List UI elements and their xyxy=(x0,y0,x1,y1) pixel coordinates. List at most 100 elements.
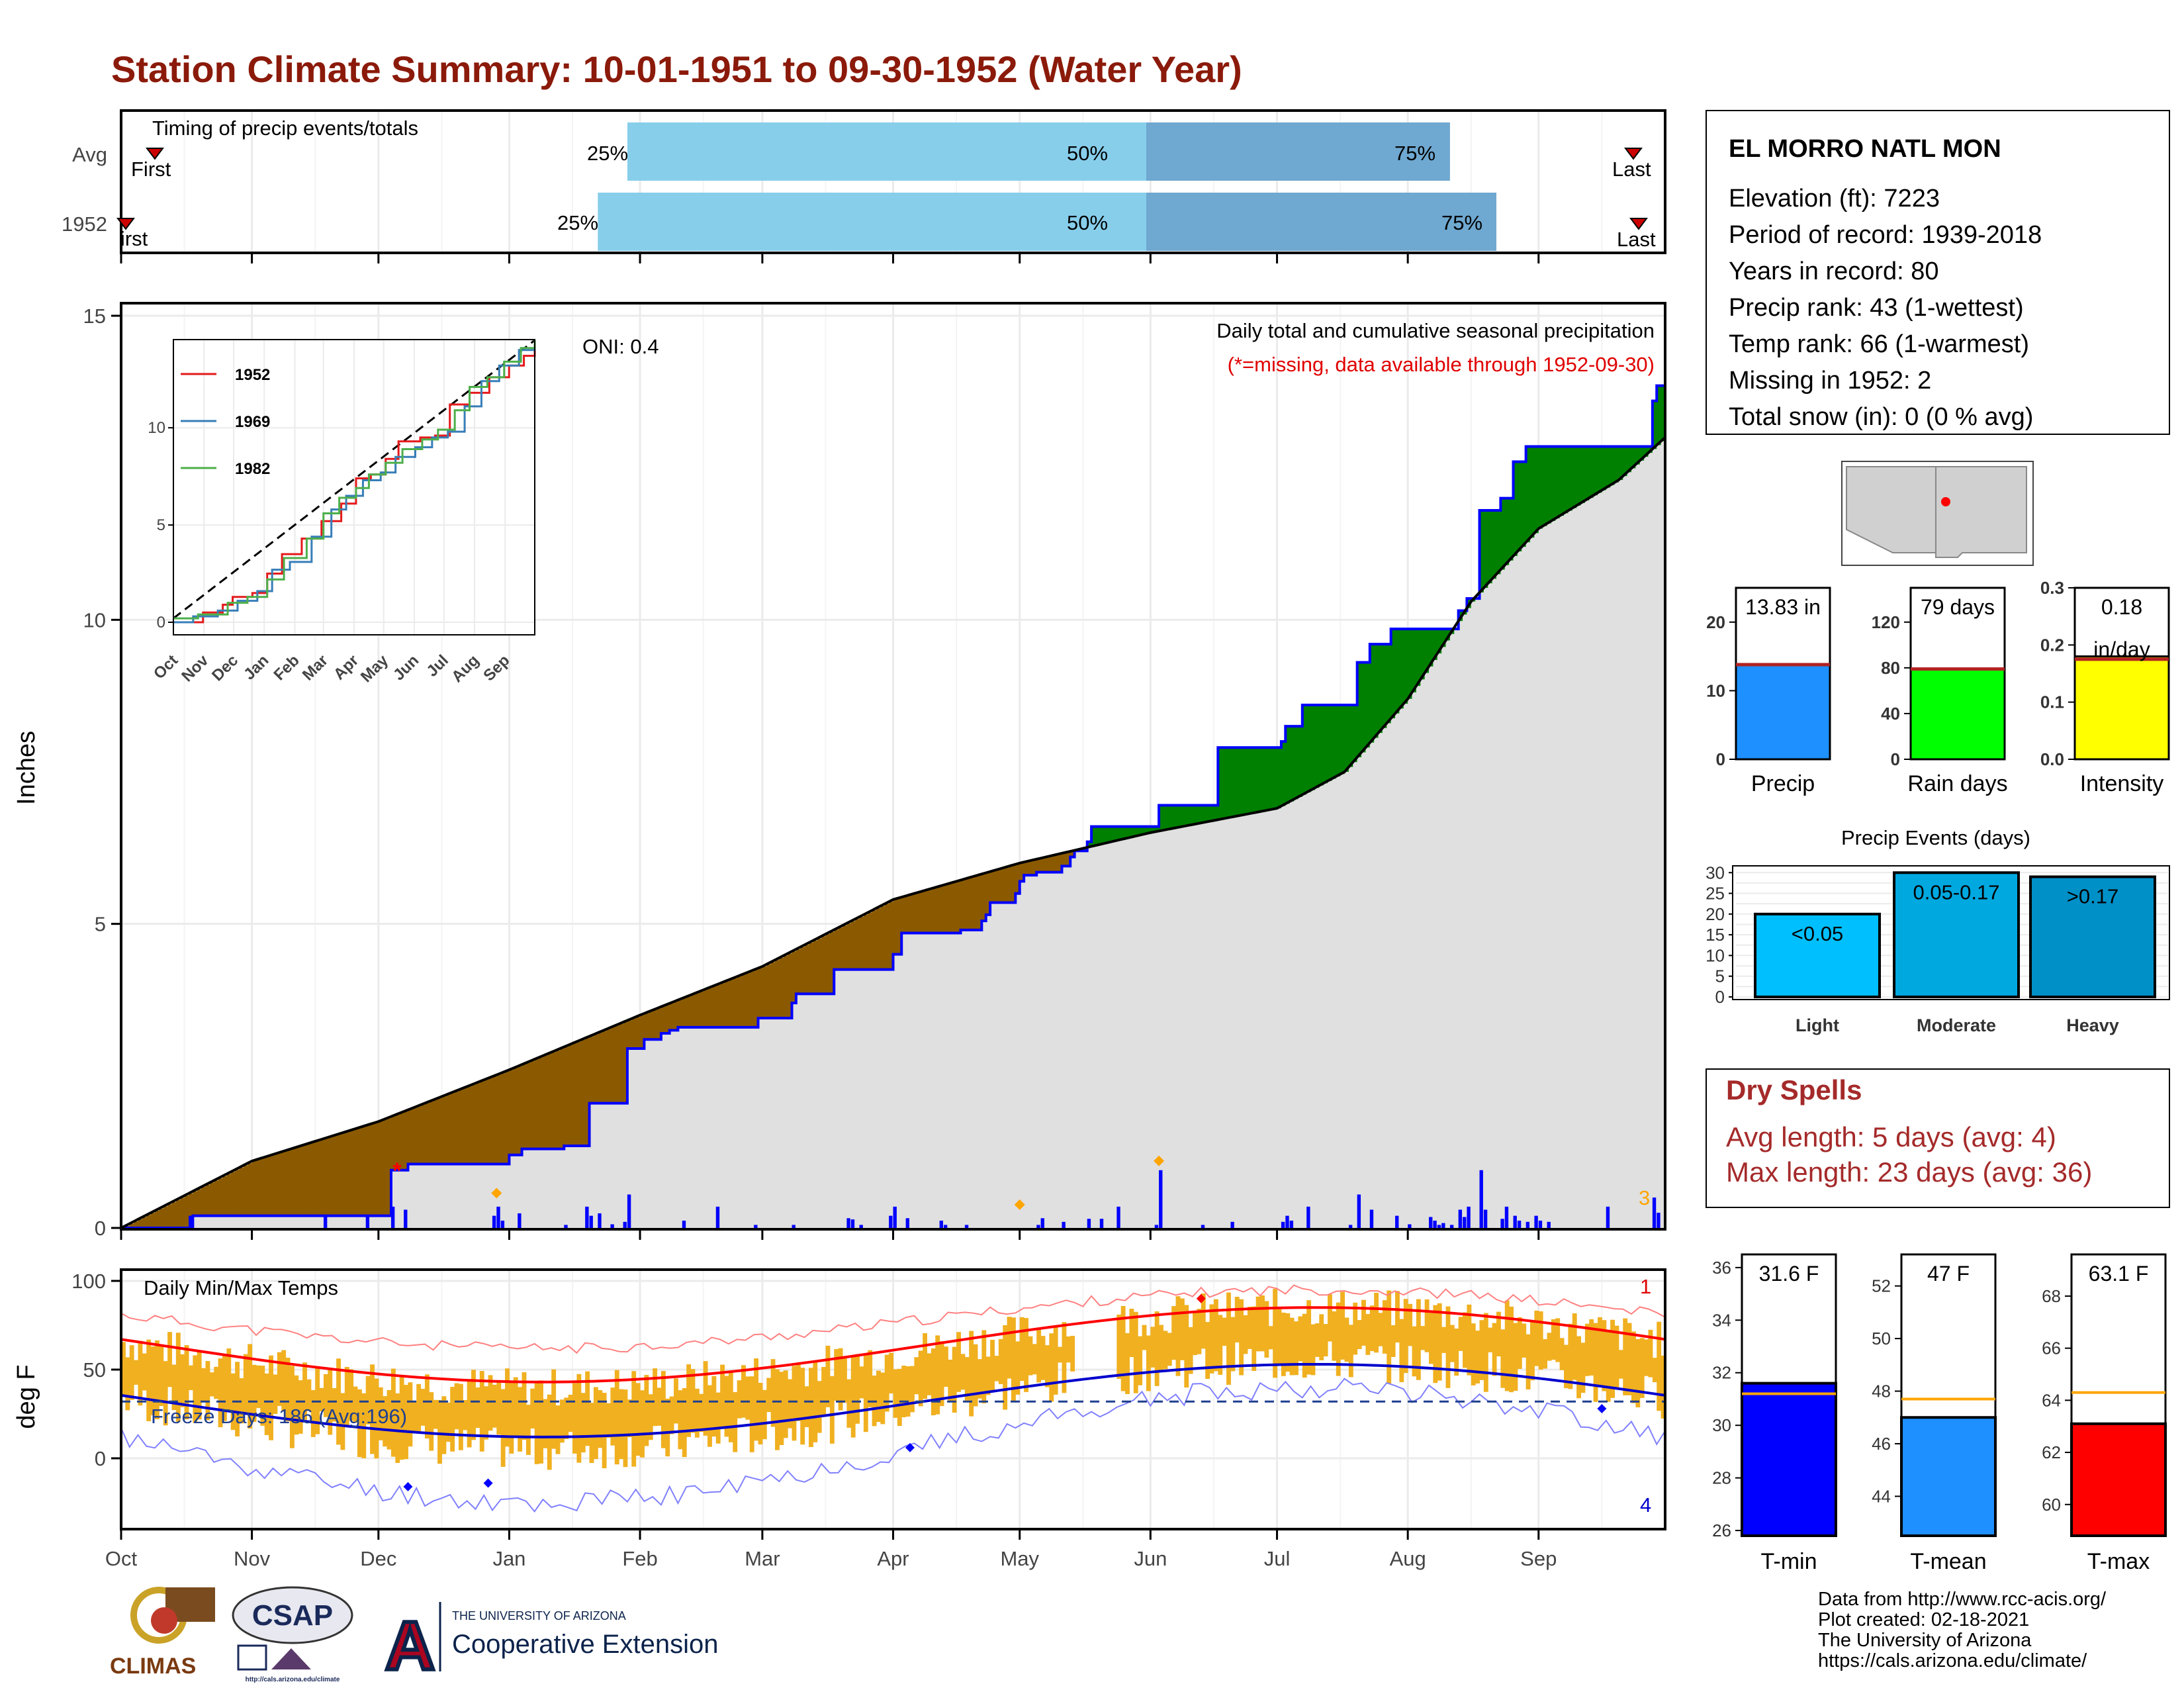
daily-temp-bar xyxy=(1513,1323,1518,1391)
cumulative-fill xyxy=(711,1027,717,1228)
daily-temp-bar xyxy=(555,1405,561,1454)
cumulative-fill xyxy=(513,1154,518,1228)
below-normal-fill xyxy=(770,962,776,1019)
above-normal-fill xyxy=(1661,385,1666,442)
ua-logo: A THE UNIVERSITY OF ARIZONA Cooperative … xyxy=(383,1602,718,1687)
below-normal-fill xyxy=(374,1123,379,1216)
above-normal-fill xyxy=(1543,446,1548,526)
daily-precip-bar xyxy=(623,1221,627,1228)
above-normal-fill xyxy=(1247,747,1252,814)
dry-spells-avg: Avg length: 5 days (avg: 4) xyxy=(1726,1121,2056,1152)
inset-series-1969 xyxy=(173,344,536,624)
daily-temp-bar xyxy=(850,1355,856,1438)
above-normal-fill xyxy=(1369,644,1375,743)
cumulative-fill xyxy=(952,933,957,1228)
below-normal-fill xyxy=(956,881,962,933)
below-normal-fill xyxy=(264,1156,269,1216)
temp-summary-tick-label: 36 xyxy=(1712,1258,1731,1278)
below-normal-fill xyxy=(319,1140,324,1216)
daily-temp-bar xyxy=(559,1399,565,1443)
cumulative-fill xyxy=(475,1164,480,1228)
below-normal-fill xyxy=(1028,861,1033,876)
cumulative-fill xyxy=(1568,510,1573,1229)
daily-temp-bar xyxy=(1062,1322,1067,1393)
daily-temp-bar xyxy=(923,1333,927,1399)
cumulative-fill xyxy=(226,1215,232,1228)
daily-precip-bar xyxy=(1040,1218,1044,1228)
above-normal-fill xyxy=(1551,446,1556,521)
above-normal-fill xyxy=(1618,446,1623,481)
timing-bar-50-75 xyxy=(1146,193,1497,251)
below-normal-fill xyxy=(960,880,966,930)
above-normal-fill xyxy=(1483,510,1488,588)
cumulative-fill xyxy=(923,933,928,1228)
legend-label-1982: 1982 xyxy=(235,460,270,478)
above-normal-fill xyxy=(1268,747,1273,810)
below-normal-fill xyxy=(298,1147,303,1216)
below-normal-fill xyxy=(193,1191,198,1216)
cumulative-fill xyxy=(770,1018,776,1228)
daily-temp-bar xyxy=(1589,1319,1594,1376)
daily-temp-bar xyxy=(471,1370,476,1440)
above-normal-fill xyxy=(1087,841,1092,848)
daily-temp-bar xyxy=(935,1335,940,1415)
above-normal-fill xyxy=(1564,446,1569,514)
above-normal-fill xyxy=(1361,662,1367,753)
summary-value-label: 79 days xyxy=(1921,595,1995,619)
daily-temp-bar xyxy=(1058,1346,1062,1363)
cumulative-fill xyxy=(1281,806,1286,1228)
above-normal-fill xyxy=(1555,446,1561,519)
dry-spells-max: Max length: 23 days (avg: 36) xyxy=(1726,1156,2092,1188)
cumulative-fill xyxy=(1167,829,1172,1228)
daily-temp-bar xyxy=(1416,1299,1421,1380)
daily-temp-bar xyxy=(893,1369,898,1418)
cumulative-fill xyxy=(1095,845,1101,1228)
cumulative-fill xyxy=(610,1103,615,1228)
daily-precip-bar xyxy=(1534,1215,1538,1228)
below-normal-fill xyxy=(868,912,873,970)
above-normal-fill xyxy=(1652,400,1657,449)
below-normal-fill xyxy=(872,910,877,970)
daily-temp-bar xyxy=(1639,1338,1645,1398)
daily-temp-bar xyxy=(1572,1313,1577,1380)
daily-temp-bar xyxy=(281,1350,287,1411)
cumulative-fill xyxy=(1255,812,1261,1228)
cumulative-fill xyxy=(1294,799,1299,1228)
above-normal-fill xyxy=(1365,662,1371,748)
daily-temp-bar xyxy=(171,1364,177,1411)
daily-temp-bar xyxy=(209,1372,214,1397)
cumulative-fill xyxy=(1488,583,1493,1228)
above-normal-fill xyxy=(1273,747,1278,810)
daily-temp-bar xyxy=(399,1376,404,1460)
above-normal-fill xyxy=(1184,805,1189,827)
temp-summary-value-label: 47 F xyxy=(1927,1262,1970,1286)
cumulative-fill xyxy=(850,969,856,1228)
cumulative-fill xyxy=(572,1145,578,1228)
temp-summary-tick-label: 60 xyxy=(2042,1495,2061,1515)
below-normal-fill xyxy=(889,902,894,970)
below-normal-fill xyxy=(522,1064,527,1149)
below-normal-fill xyxy=(353,1129,358,1216)
cumulative-fill xyxy=(1138,835,1143,1228)
daily-temp-bar xyxy=(901,1366,907,1418)
below-normal-fill xyxy=(990,871,995,903)
cumulative-fill xyxy=(598,1103,603,1228)
daily-temp-bar xyxy=(1239,1299,1244,1376)
below-normal-fill xyxy=(653,1009,658,1040)
above-normal-fill xyxy=(1336,704,1341,776)
daily-temp-bar xyxy=(429,1392,434,1451)
cumulative-fill xyxy=(416,1164,422,1228)
below-normal-fill xyxy=(277,1153,282,1216)
below-normal-fill xyxy=(248,1163,253,1216)
cumulative-fill xyxy=(1467,608,1472,1228)
daily-precip-bar xyxy=(754,1225,758,1228)
daily-temp-bar xyxy=(1138,1336,1143,1385)
daily-temp-bar xyxy=(180,1354,185,1407)
cumulative-fill xyxy=(1576,505,1582,1228)
daily-temp-bar xyxy=(889,1352,893,1393)
cumulative-fill xyxy=(547,1149,552,1228)
below-normal-fill xyxy=(846,923,852,970)
cumulative-fill xyxy=(1328,780,1333,1228)
above-normal-fill xyxy=(1509,498,1514,561)
below-normal-fill xyxy=(534,1059,539,1149)
